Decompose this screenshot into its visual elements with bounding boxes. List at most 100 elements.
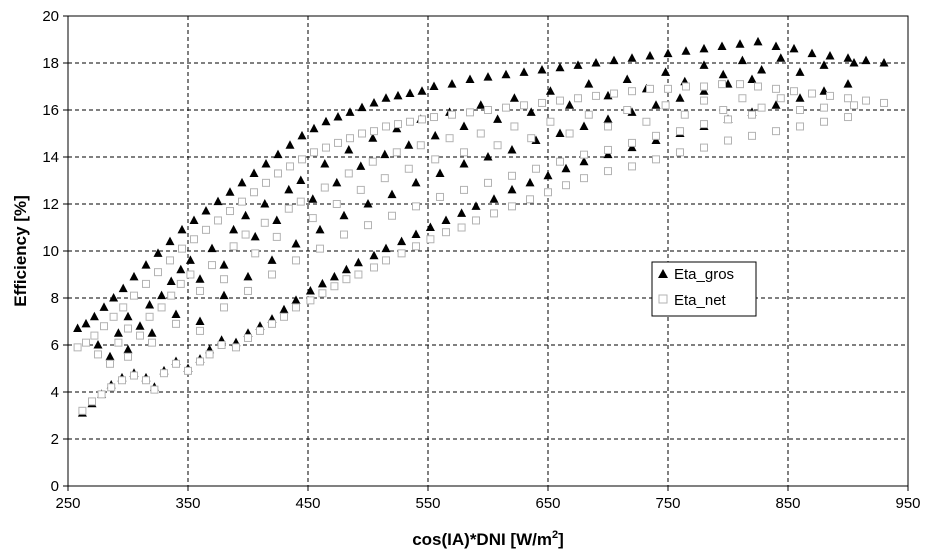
eta-net-point <box>472 216 480 225</box>
eta-gros-point <box>357 102 367 112</box>
eta-net-point <box>457 223 466 232</box>
eta-gros-point <box>747 74 757 83</box>
eta-gros-point <box>201 206 211 215</box>
eta-gros-point <box>363 199 373 208</box>
eta-gros-point <box>285 140 295 149</box>
eta-net-point <box>628 162 636 171</box>
eta-gros-point <box>849 58 859 67</box>
eta-net-point <box>466 108 474 117</box>
eta-gros-point <box>509 93 519 102</box>
eta-net-point <box>850 101 858 110</box>
eta-gros-point <box>753 36 763 46</box>
eta-gros-point <box>118 283 128 293</box>
eta-net-point <box>490 209 498 218</box>
eta-net-point <box>520 101 528 110</box>
eta-net-point <box>772 84 780 93</box>
eta-gros-point <box>561 163 571 173</box>
eta-gros-point <box>339 210 349 220</box>
eta-net-point <box>150 385 159 394</box>
eta-net-point <box>748 110 756 119</box>
eta-gros-point <box>483 72 493 81</box>
eta-net-point <box>676 148 684 157</box>
eta-gros-point <box>441 215 451 224</box>
eta-net-point <box>340 230 348 239</box>
y-tick-label: 2 <box>51 431 59 448</box>
eta-net-point <box>262 178 270 187</box>
eta-net-point <box>184 366 192 375</box>
eta-net-point <box>736 80 744 89</box>
eta-net-point <box>565 129 574 138</box>
eta-net-point <box>322 143 330 152</box>
eta-net-point <box>404 164 413 173</box>
eta-net-point <box>382 256 390 265</box>
eta-net-point <box>318 289 327 298</box>
eta-net-point <box>354 270 363 279</box>
eta-gros-point <box>825 50 835 60</box>
eta-net-point <box>556 96 564 105</box>
eta-net-point <box>574 94 582 103</box>
y-tick-label: 8 <box>51 290 59 307</box>
eta-net-point <box>142 279 150 288</box>
x-tick-label: 450 <box>295 495 320 512</box>
eta-net-point <box>214 216 222 225</box>
eta-net-point <box>538 98 546 107</box>
eta-gros-point <box>663 48 673 58</box>
eta-net-point <box>527 134 536 143</box>
eta-gros-point <box>147 328 157 337</box>
eta-net-point <box>136 331 144 340</box>
eta-gros-point <box>333 112 343 121</box>
eta-gros-point <box>369 97 379 107</box>
eta-gros-point <box>381 93 391 102</box>
eta-net-point <box>358 129 366 138</box>
eta-gros-point <box>380 149 390 159</box>
eta-gros-point <box>603 114 613 123</box>
eta-gros-point <box>435 168 445 177</box>
eta-gros-point <box>332 177 342 187</box>
eta-net-point <box>88 397 96 406</box>
eta-net-point <box>628 87 636 96</box>
eta-net-point <box>724 115 732 124</box>
x-axis-title: cos(IA)*DNI [W/m2] <box>412 529 564 549</box>
eta-gros-point <box>771 100 781 109</box>
y-tick-label: 16 <box>42 102 59 119</box>
eta-gros-point <box>735 39 745 48</box>
eta-net-point <box>308 214 317 223</box>
eta-net-point <box>382 122 390 131</box>
eta-net-point <box>796 106 804 114</box>
eta-net-point <box>676 127 684 136</box>
legend-marker-eta-net <box>658 294 668 304</box>
eta-net-point <box>826 91 834 100</box>
y-tick-label: 6 <box>51 337 59 354</box>
eta-net-point <box>844 113 852 122</box>
eta-net-point <box>176 279 185 288</box>
eta-gros-point <box>81 318 91 328</box>
eta-net-point <box>90 331 99 340</box>
eta-gros-point <box>260 199 270 208</box>
eta-gros-point <box>591 58 601 67</box>
eta-gros-point <box>555 128 565 137</box>
eta-net-point <box>772 127 780 136</box>
eta-net-point <box>196 286 204 295</box>
eta-net-point <box>406 117 414 126</box>
legend: Eta_gros Eta_net <box>651 261 757 317</box>
eta-net-point <box>584 110 593 119</box>
eta-gros-point <box>699 43 709 53</box>
eta-net-point <box>190 235 198 244</box>
eta-net-point <box>172 319 180 328</box>
eta-net-point <box>109 312 118 321</box>
eta-net-point <box>388 211 396 220</box>
eta-net-point <box>700 143 708 152</box>
eta-net-point <box>476 129 485 138</box>
eta-gros-point <box>393 90 403 100</box>
data-points <box>73 36 889 417</box>
eta-net-point <box>232 343 240 352</box>
eta-net-point <box>642 117 651 126</box>
eta-gros-point <box>284 184 294 194</box>
eta-net-point <box>124 352 132 361</box>
eta-gros-point <box>507 144 517 154</box>
eta-gros-point <box>465 74 475 83</box>
eta-net-point <box>546 117 555 126</box>
eta-net-point <box>580 150 588 159</box>
eta-gros-point <box>584 79 594 88</box>
